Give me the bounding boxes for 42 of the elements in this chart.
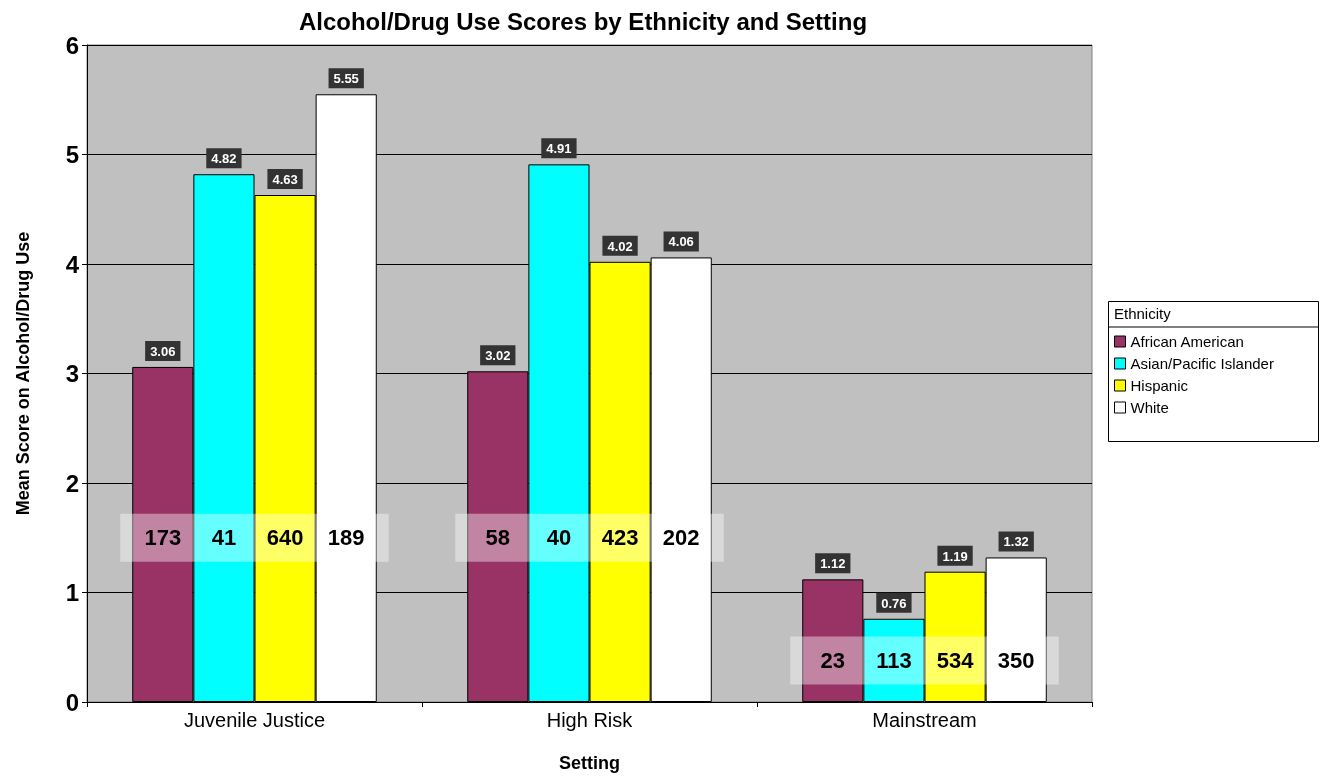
y-tick-label: 5 bbox=[65, 141, 79, 168]
x-axis-title: Setting bbox=[559, 753, 620, 773]
data-label: 4.06 bbox=[668, 234, 694, 250]
legend-label: White bbox=[1130, 399, 1169, 416]
annotation: 113 bbox=[876, 647, 912, 673]
data-label: 4.63 bbox=[272, 172, 298, 188]
annotation: 41 bbox=[211, 525, 237, 551]
y-tick-label: 0 bbox=[65, 688, 79, 716]
data-label: 3.02 bbox=[485, 348, 511, 364]
data-label: 4.02 bbox=[607, 238, 633, 254]
annotation: 640 bbox=[266, 525, 304, 551]
data-label: 3.06 bbox=[150, 343, 176, 359]
y-tick-label: 6 bbox=[65, 31, 79, 59]
legend-label: Asian/Pacific Islander bbox=[1130, 355, 1274, 372]
data-label: 1.32 bbox=[1003, 534, 1029, 550]
y-axis-title: Mean Score on Alcohol/Drug Use bbox=[13, 231, 33, 516]
data-label: 4.82 bbox=[211, 151, 237, 167]
data-label: 4.91 bbox=[546, 141, 572, 157]
legend-label: Hispanic bbox=[1130, 377, 1189, 394]
chart-title: Alcohol/Drug Use Scores by Ethnicity and Setting bbox=[298, 7, 868, 35]
annotation: 40 bbox=[546, 525, 572, 551]
y-tick-label: 3 bbox=[65, 360, 79, 387]
x-tick-label: Juvenile Justice bbox=[183, 709, 326, 731]
y-tick-label: 4 bbox=[65, 250, 80, 278]
y-tick-label: 1 bbox=[65, 579, 79, 606]
annotation: 423 bbox=[601, 525, 639, 551]
data-label: 1.12 bbox=[820, 556, 846, 572]
y-tick-label: 2 bbox=[65, 469, 79, 497]
annotation: 202 bbox=[662, 525, 700, 551]
annotation: 534 bbox=[936, 647, 975, 673]
x-tick-label: High Risk bbox=[546, 709, 634, 731]
annotation: 23 bbox=[820, 647, 846, 673]
annotation: 350 bbox=[997, 647, 1035, 673]
data-label: 5.55 bbox=[333, 71, 359, 87]
annotation: 58 bbox=[485, 525, 511, 551]
legend-title: Ethnicity bbox=[1114, 305, 1172, 322]
annotation: 189 bbox=[327, 525, 365, 551]
data-label: 1.19 bbox=[942, 548, 968, 564]
x-tick-label: Mainstream bbox=[872, 709, 977, 731]
data-label: 0.76 bbox=[881, 595, 907, 611]
legend-label: African American bbox=[1130, 333, 1244, 350]
annotation: 173 bbox=[144, 525, 182, 551]
